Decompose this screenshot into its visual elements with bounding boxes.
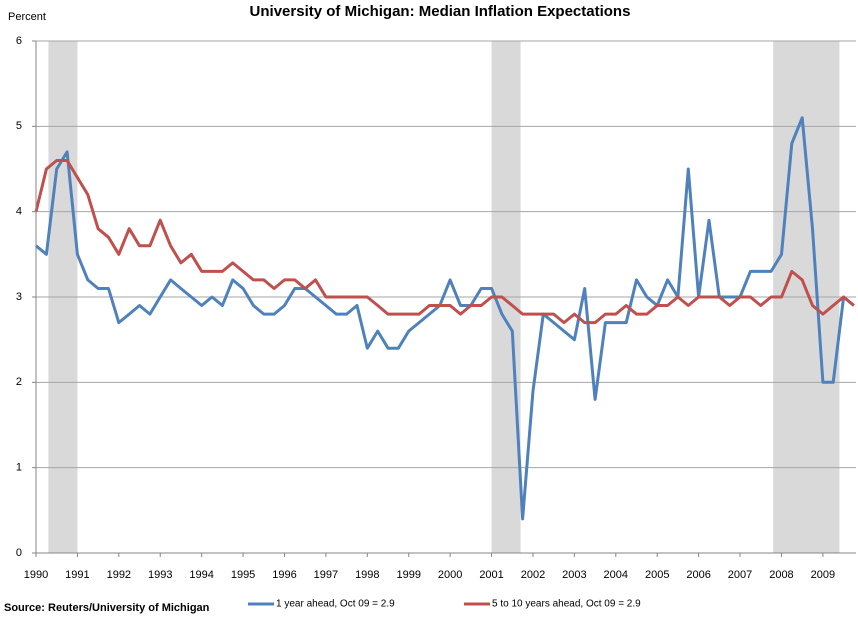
- x-tick-label: 1998: [355, 569, 379, 581]
- x-tick-label: 1990: [24, 569, 48, 581]
- y-tick-label: 6: [16, 35, 22, 47]
- y-tick-label: 0: [16, 547, 22, 559]
- lines-layer: [34, 116, 855, 521]
- x-tick-label: 2006: [686, 569, 710, 581]
- chart-title: University of Michigan: Median Inflation…: [250, 3, 631, 20]
- y-tick-label: 4: [16, 206, 22, 218]
- x-tick-label: 1999: [396, 569, 420, 581]
- x-tick-label: 2008: [769, 569, 793, 581]
- legend-label: 5 to 10 years ahead, Oct 09 = 2.9: [492, 599, 641, 610]
- series-line: [35, 116, 855, 521]
- y-tick-label: 5: [16, 120, 22, 132]
- grid-layer: [36, 40, 856, 469]
- x-tick-label: 2002: [521, 569, 545, 581]
- x-tick-label: 1995: [231, 569, 255, 581]
- x-tick-label: 2004: [604, 569, 628, 581]
- x-tick-label: 2009: [811, 569, 835, 581]
- x-tick-label: 1997: [314, 569, 338, 581]
- x-tick-label: 1991: [65, 569, 89, 581]
- x-tick-label: 1993: [148, 569, 172, 581]
- x-tick-label: 1994: [189, 569, 213, 581]
- y-tick-label: 2: [16, 376, 22, 388]
- x-tick-label: 2003: [562, 569, 586, 581]
- legend: 1 year ahead, Oct 09 = 2.9 5 to 10 years …: [248, 599, 641, 610]
- axes-layer: 0 1 2 3 4 5 6 1990 1991 1992 1993 1994 1995 1996 1997 1…: [16, 35, 856, 581]
- y-axis-label: Percent: [8, 11, 46, 23]
- source: Source: Reuters/University of Michigan: [4, 602, 210, 614]
- x-tick-label: 2005: [645, 569, 669, 581]
- y-tick-label: 1: [16, 462, 22, 474]
- x-tick-label: 1992: [107, 569, 131, 581]
- x-tick-label: 2000: [438, 569, 462, 581]
- y-tick-label: 3: [16, 291, 22, 303]
- x-tick-label: 2001: [479, 569, 503, 581]
- x-tick-label: 2007: [728, 569, 752, 581]
- legend-label: 1 year ahead, Oct 09 = 2.9: [276, 599, 395, 610]
- series-line: [34, 159, 855, 325]
- x-tick-label: 1996: [272, 569, 296, 581]
